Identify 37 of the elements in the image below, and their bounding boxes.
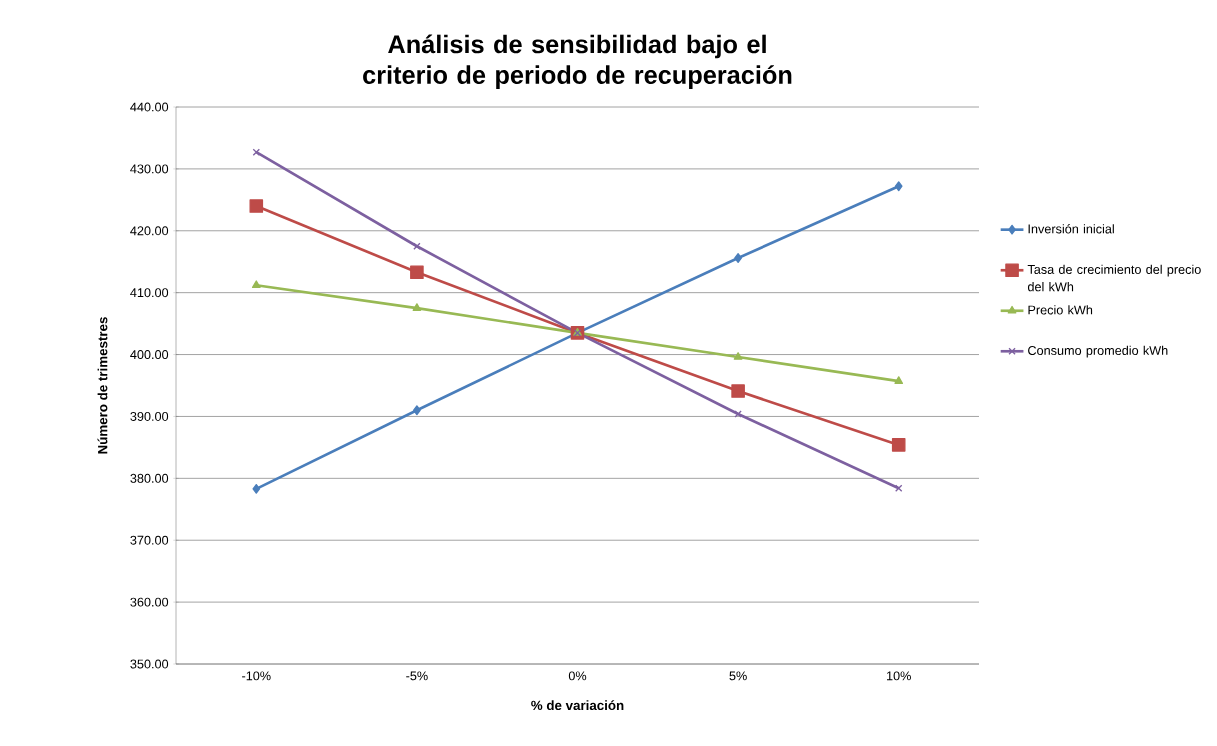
y-axis-title: Número de trimestres xyxy=(97,317,108,454)
y-tick-label: 360.00 xyxy=(130,597,169,607)
point xyxy=(252,483,261,494)
point xyxy=(891,438,906,452)
legend-label: Inversión inicial xyxy=(1028,224,1114,234)
point xyxy=(731,384,745,398)
point xyxy=(413,405,421,416)
y-tick-label: 390.00 xyxy=(130,411,169,421)
point xyxy=(894,181,903,192)
x-tick-label: 5% xyxy=(729,671,747,681)
y-tick-label: 370.00 xyxy=(130,535,169,545)
point xyxy=(895,484,903,492)
y-tick-label: 430.00 xyxy=(130,164,169,174)
point xyxy=(249,199,264,213)
y-tick-label: 380.00 xyxy=(130,473,169,483)
point xyxy=(894,376,904,384)
point xyxy=(412,303,422,311)
point xyxy=(251,280,261,289)
x-axis-title: % de variación xyxy=(531,700,624,711)
x-tick-label: -10% xyxy=(242,671,271,681)
y-tick-label: 420.00 xyxy=(130,226,169,236)
legend-label: Precio kWh xyxy=(1028,305,1093,315)
x-tick-label: 0% xyxy=(568,671,587,681)
x-tick-label: 10% xyxy=(887,671,911,681)
legend-label: Consumo promedio kWh xyxy=(1028,345,1168,358)
point xyxy=(413,242,421,250)
point xyxy=(733,352,743,360)
point xyxy=(252,148,260,156)
point xyxy=(734,253,742,263)
chart-title: Análisis de sensibilidad bajo el criterio de periodo de recuperación xyxy=(363,34,792,89)
legend-label: Tasa de crecimiento del precio del kWh xyxy=(1027,264,1201,292)
point xyxy=(410,265,424,280)
y-tick-label: 410.00 xyxy=(130,288,169,298)
y-tick-label: 400.00 xyxy=(130,350,169,360)
y-tick-label: 350.00 xyxy=(130,659,169,669)
x-tick-label: -5% xyxy=(406,671,428,681)
y-tick-label: 440.00 xyxy=(130,102,169,112)
